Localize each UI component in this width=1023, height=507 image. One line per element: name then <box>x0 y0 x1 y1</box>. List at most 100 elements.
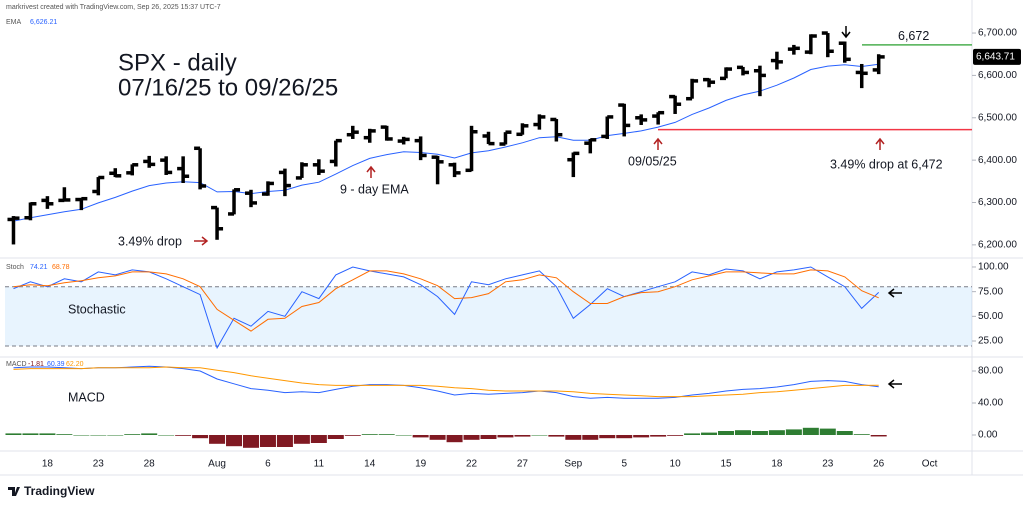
arrow <box>841 26 851 39</box>
arrow <box>887 288 902 298</box>
histogram-bar <box>56 434 73 435</box>
histogram-bar <box>90 435 107 436</box>
histogram-bar <box>310 435 327 443</box>
y-tick-label: 80.00 <box>978 366 1003 377</box>
histogram-bar <box>768 430 785 435</box>
arrow <box>366 165 376 178</box>
histogram-bar <box>599 435 616 439</box>
histogram-bar <box>497 435 514 438</box>
x-tick-label: 15 <box>720 459 732 470</box>
histogram-bar <box>582 435 599 440</box>
annotation: 3.49% drop at 6,472 <box>830 157 943 171</box>
credit: markrivest created with TradingView.com,… <box>6 4 221 11</box>
histogram-bar <box>344 435 361 436</box>
histogram-bar <box>192 435 209 439</box>
histogram-bar <box>633 435 650 438</box>
annotation: 3.49% drop <box>118 234 182 248</box>
histogram-bar <box>107 435 124 436</box>
histogram-bar <box>226 435 243 447</box>
stoch-d-last: 68.78 <box>52 264 70 271</box>
last-price-label: 6,643.71 <box>976 52 1015 63</box>
ema-last: 6,626.21 <box>30 19 57 26</box>
series-line <box>13 269 879 332</box>
stoch-name: Stoch <box>6 264 24 271</box>
series-line <box>13 366 879 398</box>
histogram-bar <box>361 434 378 435</box>
y-tick-label: 40.00 <box>978 398 1003 409</box>
arrow <box>653 137 663 150</box>
histogram-bar <box>446 435 463 443</box>
histogram-bar <box>158 435 175 436</box>
y-tick-label: 6,200.00 <box>978 240 1017 251</box>
x-tick-label: 11 <box>314 459 325 470</box>
x-tick-label: 28 <box>144 459 156 470</box>
histogram-bar <box>531 435 548 436</box>
layers: 18 23 28 Aug 6 11 14 19 22 27 Sep 5 10 15 18 23 26 Oct 6,2… <box>0 0 1023 476</box>
histogram-bar <box>276 435 293 447</box>
histogram-bar <box>429 435 446 440</box>
y-tick-label: 0.00 <box>978 430 998 441</box>
series-line <box>13 266 880 350</box>
x-tick-label: 14 <box>364 459 376 470</box>
x-tick-label: 6 <box>265 459 271 470</box>
histogram-bar <box>565 435 582 440</box>
x-tick-label: 18 <box>42 459 54 470</box>
histogram-bar <box>819 428 836 435</box>
histogram-bar <box>395 435 412 436</box>
arrow <box>194 236 209 246</box>
level-label: 6,672 <box>898 29 929 43</box>
histogram-bar <box>616 435 633 439</box>
histogram-bar <box>718 431 735 435</box>
ema-line <box>13 63 879 222</box>
x-tick-label: Oct <box>922 459 938 470</box>
annotation: 09/05/25 <box>628 154 677 168</box>
arrow <box>875 137 885 150</box>
band <box>5 286 972 346</box>
arrow <box>887 379 902 389</box>
histogram-bar <box>684 433 701 435</box>
signal-last: 62.20 <box>66 361 84 368</box>
histogram-bar <box>751 431 768 435</box>
histogram-bar <box>73 435 90 436</box>
histogram-bar <box>175 435 192 436</box>
stoch-k-last: 74.21 <box>30 264 48 271</box>
brand-logo: TradingView <box>8 484 95 498</box>
histogram-bar <box>5 433 22 435</box>
last-price-box <box>973 48 1021 65</box>
histogram-bar <box>378 434 395 435</box>
histogram-bar <box>802 427 819 435</box>
ema-name: EMA <box>6 19 22 26</box>
y-tick-label: 25.00 <box>978 336 1003 347</box>
x-tick-label: 23 <box>93 459 105 470</box>
x-tick-label: 18 <box>771 459 783 470</box>
histogram-bar <box>667 435 684 436</box>
histogram-bar <box>734 430 751 435</box>
histogram-bar <box>480 435 497 439</box>
x-tick-label: 26 <box>873 459 885 470</box>
y-tick-label: 100.00 <box>978 262 1009 273</box>
histogram-bar <box>701 432 718 435</box>
histogram-bar <box>463 435 480 440</box>
y-tick-label: 50.00 <box>978 311 1003 322</box>
x-tick-label: 5 <box>621 459 627 470</box>
histogram-bar <box>853 434 870 435</box>
y-tick-label: 6,400.00 <box>978 155 1017 166</box>
histogram-bar <box>412 435 429 438</box>
y-tick-label: 6,700.00 <box>978 28 1017 39</box>
histogram-bar <box>141 433 158 435</box>
histogram-bar <box>259 435 276 447</box>
x-tick-label: 19 <box>415 459 427 470</box>
y-tick-label: 75.00 <box>978 286 1003 297</box>
y-tick-label: 6,300.00 <box>978 197 1017 208</box>
histogram-bar <box>836 431 853 435</box>
y-tick-label: 6,600.00 <box>978 70 1017 81</box>
histogram-bar <box>514 435 531 437</box>
histogram-bar <box>548 435 565 437</box>
histogram-bar <box>650 435 667 437</box>
macd-last: 60.39 <box>47 361 65 368</box>
y-tick-label: 6,500.00 <box>978 112 1017 123</box>
histogram-bar <box>39 433 56 435</box>
macd-name: MACD <box>6 361 27 368</box>
